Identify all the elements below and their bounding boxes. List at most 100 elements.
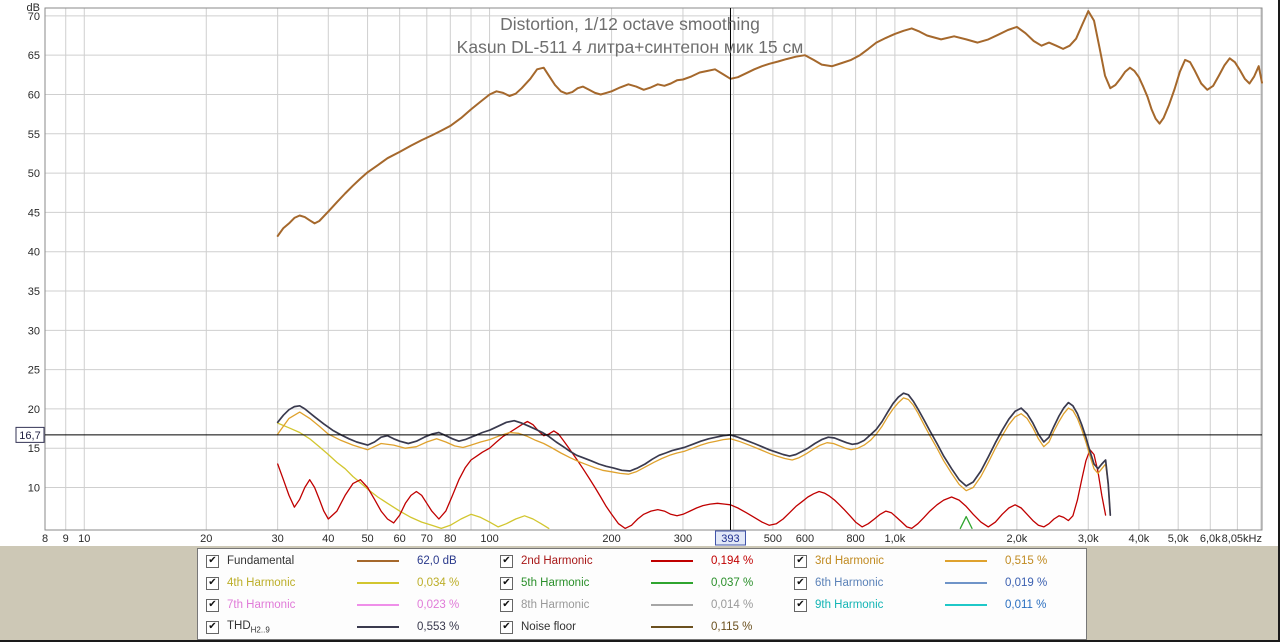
svg-text:50: 50 [28,168,40,180]
checkbox-2nd-harmonic[interactable]: ✔ [500,554,513,568]
checkbox-9th-harmonic[interactable]: ✔ [794,598,807,612]
legend-item-9th-harmonic: ✔ 9th Harmonic 0,011 % [789,594,1083,616]
svg-text:70: 70 [421,533,433,545]
svg-text:8: 8 [42,533,48,545]
svg-text:dB: dB [27,2,40,14]
checkbox-4th-harmonic[interactable]: ✔ [206,576,219,590]
legend-item-value: 0,014 % [711,599,754,611]
svg-text:40: 40 [322,533,334,545]
chart-title-line2: Kasun DL-511 4 литра+синтепон мик 15 см [456,37,804,57]
legend-line-swatch [357,604,399,606]
legend-item-value: 0,034 % [417,577,460,589]
legend-item-6th-harmonic: ✔ 6th Harmonic 0,019 % [789,572,1083,594]
legend-item-label: THDH2..9 [227,620,357,634]
legend-item-value: 0,515 % [1005,555,1048,567]
legend-item-value: 0,194 % [711,555,754,567]
svg-text:20: 20 [200,533,212,545]
legend-item-noise-floor: ✔ Noise floor 0,115 % [495,616,789,638]
legend-item-value: 0,019 % [1005,577,1048,589]
svg-text:4,0k: 4,0k [1128,533,1149,545]
svg-text:10: 10 [28,483,40,495]
checkbox-5th-harmonic[interactable]: ✔ [500,576,513,590]
legend-line-swatch [357,582,399,584]
checkbox-7th-harmonic[interactable]: ✔ [206,598,219,612]
svg-text:500: 500 [764,533,782,545]
svg-text:100: 100 [480,533,498,545]
legend-item-value: 0,023 % [417,599,460,611]
svg-text:60: 60 [394,533,406,545]
svg-text:15: 15 [28,443,40,455]
legend-item-label: Noise floor [521,621,576,633]
legend-line-swatch [945,560,987,562]
legend-line-swatch [357,626,399,628]
svg-text:600: 600 [796,533,814,545]
legend-line-swatch [651,560,693,562]
svg-text:25: 25 [28,365,40,377]
svg-text:70: 70 [28,11,40,23]
legend-item-value: 62,0 dB [417,555,457,567]
svg-text:10: 10 [78,533,90,545]
thd-label-main: THD [227,619,251,632]
checkbox-noise-floor[interactable]: ✔ [500,620,513,634]
checkbox-8th-harmonic[interactable]: ✔ [500,598,513,612]
svg-text:35: 35 [28,286,40,298]
svg-text:16,7: 16,7 [19,430,40,442]
legend-item-3rd-harmonic: ✔ 3rd Harmonic 0,515 % [789,550,1083,572]
svg-text:50: 50 [361,533,373,545]
svg-text:300: 300 [674,533,692,545]
checkbox-6th-harmonic[interactable]: ✔ [794,576,807,590]
legend-line-swatch [651,626,693,628]
legend-item-label: 5th Harmonic [521,577,590,589]
svg-text:55: 55 [28,129,40,141]
svg-text:800: 800 [846,533,864,545]
legend-item-fundamental: ✔ Fundamental 62,0 dB [201,550,495,572]
svg-text:200: 200 [602,533,620,545]
legend-item-2nd-harmonic: ✔ 2nd Harmonic 0,194 % [495,550,789,572]
checkbox-fundamental[interactable]: ✔ [206,554,219,568]
svg-text:9: 9 [63,533,69,545]
svg-text:6,0k: 6,0k [1200,533,1221,545]
thd-label-sub: H2..9 [250,625,270,635]
legend-line-swatch [651,582,693,584]
legend-item-label: 8th Harmonic [521,599,590,611]
checkbox-thd[interactable]: ✔ [206,620,219,634]
legend-item-label: 3rd Harmonic [815,555,885,567]
svg-text:8,05kHz: 8,05kHz [1222,533,1262,545]
legend-item-8th-harmonic: ✔ 8th Harmonic 0,014 % [495,594,789,616]
chart-title: Distortion, 1/12 octave smoothing Kasun … [0,13,1260,59]
legend-item-value: 0,553 % [417,621,460,633]
svg-text:80: 80 [444,533,456,545]
svg-text:2,0k: 2,0k [1006,533,1027,545]
legend-item-label: Fundamental [227,555,295,567]
svg-text:45: 45 [28,207,40,219]
legend-item-value: 0,011 % [1005,599,1047,611]
legend-item-value: 0,037 % [711,577,754,589]
legend-line-swatch [945,582,987,584]
legend-item-label: 6th Harmonic [815,577,884,589]
legend-item-label: 2nd Harmonic [521,555,593,567]
svg-text:20: 20 [28,404,40,416]
legend-line-swatch [357,560,399,562]
legend-line-swatch [651,604,693,606]
legend-item-thd: ✔ THDH2..9 0,553 % [201,616,495,638]
legend-item-label: 4th Harmonic [227,577,296,589]
legend-item-5th-harmonic: ✔ 5th Harmonic 0,037 % [495,572,789,594]
legend: ✔ Fundamental 62,0 dB ✔ 2nd Harmonic 0,1… [197,548,1087,640]
svg-text:65: 65 [28,50,40,62]
legend-item-value: 0,115 % [711,621,753,633]
svg-text:60: 60 [28,89,40,101]
svg-text:30: 30 [28,325,40,337]
legend-item-4th-harmonic: ✔ 4th Harmonic 0,034 % [201,572,495,594]
legend-item-label: 7th Harmonic [227,599,296,611]
legend-item-label: 9th Harmonic [815,599,884,611]
svg-text:393: 393 [721,533,739,545]
checkbox-3rd-harmonic[interactable]: ✔ [794,554,807,568]
svg-text:40: 40 [28,247,40,259]
svg-text:30: 30 [272,533,284,545]
legend-item-7th-harmonic: ✔ 7th Harmonic 0,023 % [201,594,495,616]
svg-text:5,0k: 5,0k [1168,533,1189,545]
svg-text:1,0k: 1,0k [884,533,905,545]
svg-text:3,0k: 3,0k [1078,533,1099,545]
